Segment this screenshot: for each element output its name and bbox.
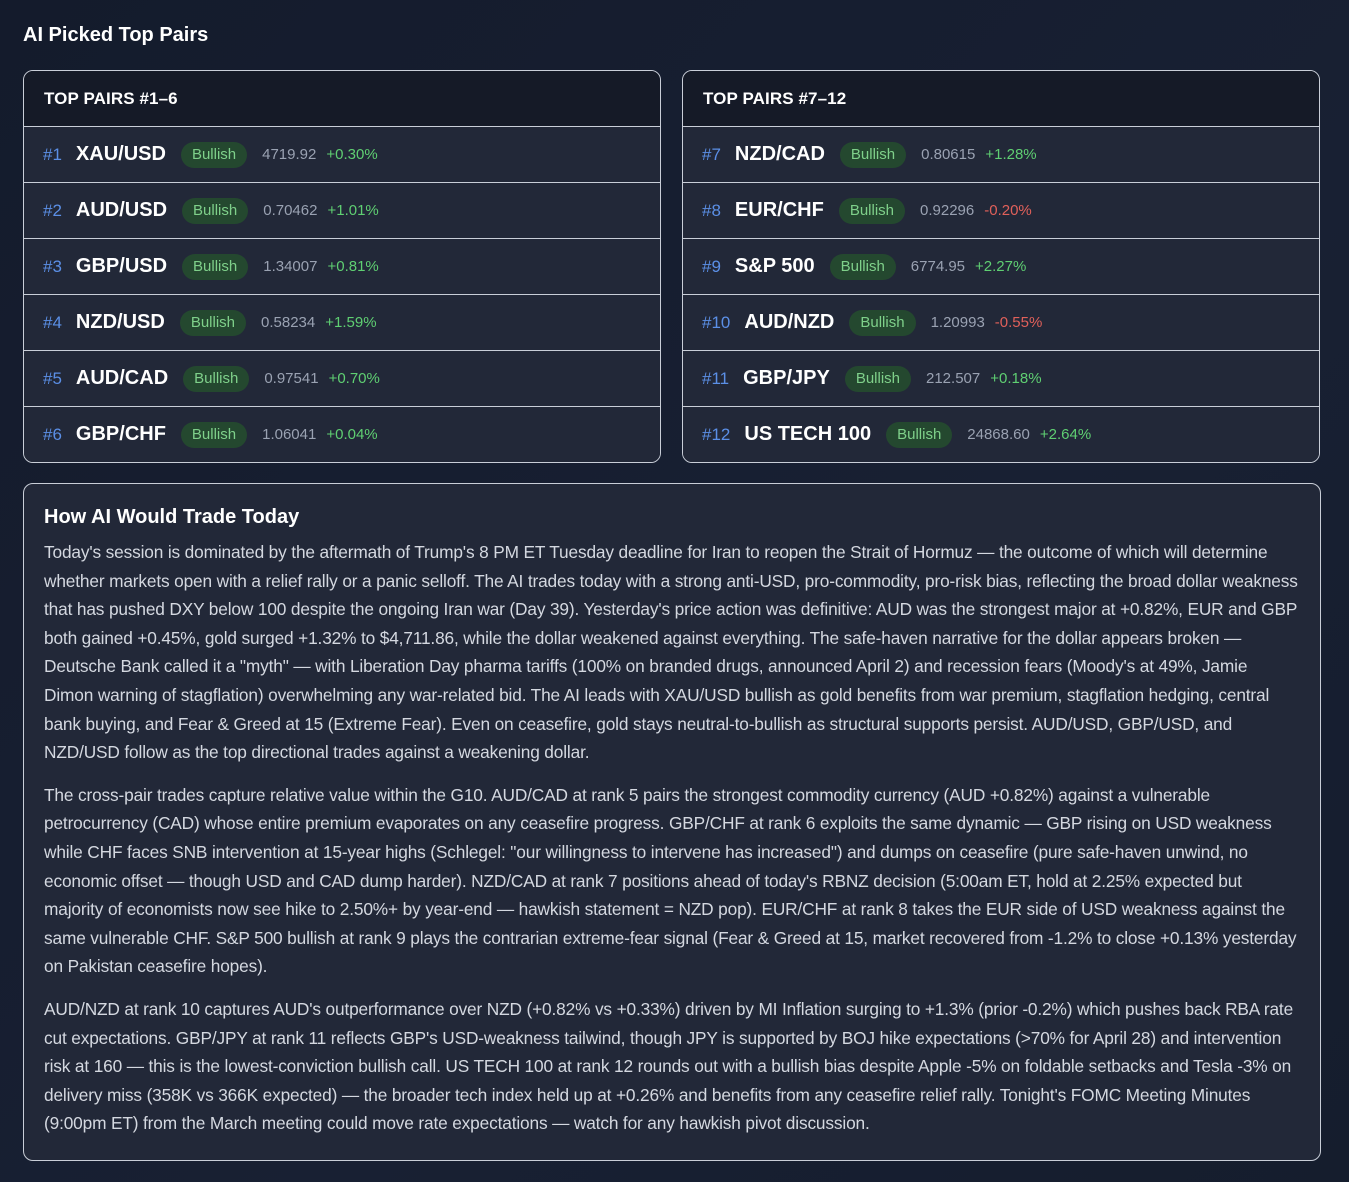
pair-row[interactable]: #2 AUD/USD Bullish 0.70462 +1.01%	[24, 182, 660, 238]
change-value: -0.55%	[994, 314, 1043, 331]
price-value: 0.92296	[920, 202, 975, 219]
price-value: 6774.95	[910, 258, 966, 275]
rank-label: #6	[43, 424, 62, 444]
change-value: +1.59%	[325, 314, 377, 331]
change-value: +0.04%	[326, 426, 378, 443]
top-pairs-card-1-6: TOP PAIRS #1–6 #1 XAU/USD Bullish 4719.9…	[23, 70, 661, 463]
bias-badge: Bullish	[829, 253, 896, 280]
bias-badge: Bullish	[844, 365, 911, 392]
bias-badge: Bullish	[182, 253, 249, 280]
bias-badge: Bullish	[838, 197, 905, 224]
price-value: 0.80615	[921, 146, 976, 163]
pair-symbol[interactable]: GBP/JPY	[743, 367, 830, 389]
pair-row[interactable]: #5 AUD/CAD Bullish 0.97541 +0.70%	[24, 350, 660, 406]
change-value: +2.27%	[975, 258, 1027, 275]
top-pairs-card-7-12: TOP PAIRS #7–12 #7 NZD/CAD Bullish 0.806…	[682, 70, 1320, 463]
bias-badge: Bullish	[180, 421, 248, 448]
price-value: 0.70462	[263, 202, 318, 219]
pair-symbol[interactable]: EUR/CHF	[734, 199, 824, 221]
pair-symbol[interactable]: S&P 500	[734, 255, 815, 277]
pair-row[interactable]: #8 EUR/CHF Bullish 0.92296 -0.20%	[683, 182, 1319, 238]
change-value: -0.20%	[984, 202, 1032, 219]
rank-label: #2	[43, 200, 62, 220]
card-header: TOP PAIRS #7–12	[683, 71, 1319, 126]
rank-label: #3	[43, 256, 62, 276]
analysis-title: How AI Would Trade Today	[44, 506, 300, 528]
analysis-paragraph: Today's session is dominated by the afte…	[44, 542, 1298, 763]
price-value: 24868.60	[967, 426, 1030, 443]
pair-row[interactable]: #7 NZD/CAD Bullish 0.80615 +1.28%	[683, 126, 1319, 182]
pair-symbol[interactable]: US TECH 100	[744, 423, 872, 445]
page-title: AI Picked Top Pairs	[23, 24, 209, 46]
pair-row[interactable]: #11 GBP/JPY Bullish 212.507 +0.18%	[683, 350, 1319, 406]
rank-label: #1	[43, 144, 62, 164]
bias-badge: Bullish	[182, 197, 249, 224]
pair-row[interactable]: #3 GBP/USD Bullish 1.34007 +0.81%	[24, 238, 660, 294]
change-value: +0.30%	[326, 146, 378, 163]
change-value: +1.28%	[985, 146, 1037, 163]
price-value: 1.34007	[263, 258, 318, 275]
change-value: +2.64%	[1039, 426, 1092, 443]
bias-badge: Bullish	[179, 309, 246, 336]
analysis-paragraph: The cross-pair trades capture relative v…	[44, 784, 1297, 977]
rank-label: #12	[702, 424, 731, 444]
change-value: +0.18%	[990, 370, 1042, 387]
bias-badge: Bullish	[839, 141, 907, 168]
price-value: 4719.92	[262, 146, 317, 163]
change-value: +1.01%	[327, 202, 379, 219]
price-value: 0.58234	[261, 314, 316, 331]
rank-label: #5	[43, 368, 62, 388]
pair-symbol[interactable]: AUD/USD	[75, 199, 168, 221]
rank-label: #8	[702, 200, 721, 220]
pair-row[interactable]: #6 GBP/CHF Bullish 1.06041 +0.04%	[24, 406, 660, 462]
card-header: TOP PAIRS #1–6	[24, 71, 660, 126]
pair-symbol[interactable]: NZD/CAD	[734, 143, 825, 165]
pair-row[interactable]: #4 NZD/USD Bullish 0.58234 +1.59%	[24, 294, 660, 350]
pair-row[interactable]: #9 S&P 500 Bullish 6774.95 +2.27%	[683, 238, 1319, 294]
pair-row[interactable]: #1 XAU/USD Bullish 4719.92 +0.30%	[24, 126, 660, 182]
pair-symbol[interactable]: XAU/USD	[75, 143, 166, 165]
rank-label: #4	[43, 312, 62, 332]
price-value: 1.20993	[930, 314, 985, 331]
analysis-paragraph: AUD/NZD at rank 10 captures AUD's outper…	[44, 998, 1294, 1134]
bias-badge: Bullish	[180, 141, 248, 168]
pair-row[interactable]: #10 AUD/NZD Bullish 1.20993 -0.55%	[683, 294, 1319, 350]
pair-symbol[interactable]: AUD/CAD	[75, 367, 169, 389]
pair-symbol[interactable]: NZD/USD	[75, 311, 165, 333]
bias-badge: Bullish	[886, 421, 953, 448]
pair-symbol[interactable]: AUD/NZD	[744, 311, 835, 333]
ai-trade-analysis-card: How AI Would Trade Today Today's session…	[23, 483, 1321, 1161]
pair-symbol[interactable]: GBP/USD	[75, 255, 168, 277]
bias-badge: Bullish	[183, 365, 250, 392]
rank-label: #9	[702, 256, 721, 276]
pair-row[interactable]: #12 US TECH 100 Bullish 24868.60 +2.64%	[683, 406, 1319, 462]
price-value: 212.507	[926, 370, 981, 387]
price-value: 0.97541	[264, 370, 319, 387]
rank-label: #10	[702, 312, 731, 332]
top-pairs-grid: TOP PAIRS #1–6 #1 XAU/USD Bullish 4719.9…	[23, 70, 1321, 463]
price-value: 1.06041	[262, 426, 317, 443]
pair-symbol[interactable]: GBP/CHF	[75, 423, 166, 445]
change-value: +0.81%	[327, 258, 379, 275]
bias-badge: Bullish	[849, 309, 916, 336]
rank-label: #11	[702, 368, 730, 388]
change-value: +0.70%	[328, 370, 380, 387]
rank-label: #7	[702, 144, 721, 164]
